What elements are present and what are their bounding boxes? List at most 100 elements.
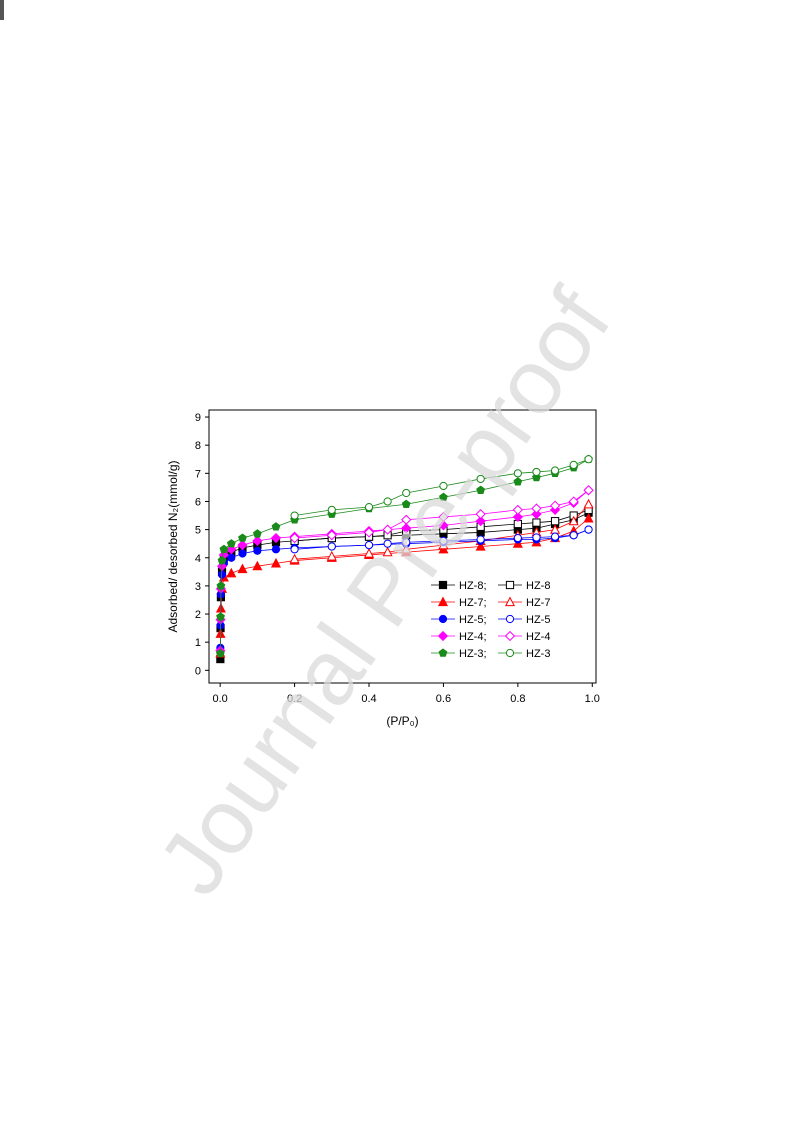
x-axis-label: (P/P₀) xyxy=(386,714,418,728)
data-point xyxy=(270,532,282,544)
data-point xyxy=(217,555,227,565)
y-tick-label: 2 xyxy=(195,609,201,621)
data-point xyxy=(216,612,225,621)
legend-marker xyxy=(505,580,515,590)
legend-marker xyxy=(504,630,516,642)
data-point xyxy=(238,533,247,542)
data-point xyxy=(226,539,236,548)
y-tick-label: 0 xyxy=(195,665,201,677)
data-point xyxy=(513,477,523,486)
y-tick-label: 6 xyxy=(195,496,201,508)
data-point xyxy=(569,531,578,540)
data-point xyxy=(363,527,375,538)
data-point xyxy=(252,560,263,571)
data-point xyxy=(476,535,485,544)
data-point xyxy=(364,502,374,512)
y-tick-label: 4 xyxy=(195,553,201,565)
data-point xyxy=(271,522,281,531)
data-point xyxy=(402,538,411,547)
legend-label: HZ-3; xyxy=(459,648,487,660)
data-point xyxy=(512,511,523,523)
data-point xyxy=(327,505,336,515)
y-tick-label: 5 xyxy=(195,525,201,537)
y-tick-label: 7 xyxy=(195,468,201,480)
watermark: Journal Pre-proof xyxy=(139,271,631,912)
data-point xyxy=(401,523,412,534)
legend-marker xyxy=(505,614,515,624)
data-point xyxy=(532,518,541,527)
legend-marker xyxy=(438,648,448,657)
legend-label: HZ-8 xyxy=(526,580,550,592)
legend-marker xyxy=(437,630,449,642)
data-point xyxy=(584,455,593,464)
data-point xyxy=(270,557,282,568)
legend-label: HZ-5; xyxy=(459,614,487,626)
data-point xyxy=(583,485,594,496)
legend-label: HZ-7 xyxy=(526,597,550,609)
data-point xyxy=(219,544,229,554)
legend-marker xyxy=(505,648,515,658)
data-point xyxy=(238,549,247,558)
legend-marker xyxy=(438,614,448,624)
data-point xyxy=(215,648,225,658)
series-line xyxy=(294,504,589,560)
data-point xyxy=(439,536,448,545)
data-point xyxy=(326,550,337,561)
legend-label: HZ-3 xyxy=(526,648,550,660)
data-point xyxy=(438,511,449,523)
data-point xyxy=(531,503,542,514)
data-point xyxy=(532,533,541,542)
data-point xyxy=(289,553,300,564)
data-point xyxy=(252,529,262,538)
data-point xyxy=(383,539,392,548)
data-point xyxy=(475,541,486,551)
data-point xyxy=(290,545,299,554)
legend-marker xyxy=(438,580,448,590)
data-point xyxy=(439,492,448,501)
data-point xyxy=(439,481,448,491)
data-point xyxy=(550,532,560,541)
x-tick-label: 0.4 xyxy=(361,693,376,705)
data-point xyxy=(568,515,579,526)
data-point xyxy=(326,530,337,541)
data-point xyxy=(401,543,412,554)
data-point xyxy=(289,532,300,544)
data-point xyxy=(476,485,486,494)
data-point xyxy=(227,553,236,562)
data-point xyxy=(584,525,593,534)
data-point xyxy=(512,504,523,516)
data-point xyxy=(569,460,578,469)
x-tick-label: 0.6 xyxy=(436,693,451,705)
x-tick-label: 0.8 xyxy=(510,693,525,705)
legend-label: HZ-4; xyxy=(459,631,487,643)
data-point xyxy=(363,548,375,558)
page-edge xyxy=(0,0,4,20)
data-point xyxy=(438,520,449,531)
legend-label: HZ-7; xyxy=(459,597,487,609)
data-point xyxy=(513,533,522,543)
data-point xyxy=(252,535,263,546)
data-point xyxy=(382,546,393,557)
x-tick-label: 0.0 xyxy=(213,693,228,705)
data-point xyxy=(550,517,560,526)
data-point xyxy=(568,496,579,507)
data-point xyxy=(531,509,542,520)
y-tick-label: 3 xyxy=(195,581,201,593)
data-point xyxy=(401,499,411,509)
y-tick-label: 9 xyxy=(195,412,201,424)
data-point xyxy=(382,524,393,535)
y-tick-label: 8 xyxy=(195,440,201,452)
data-point xyxy=(327,542,336,551)
data-point xyxy=(513,469,522,478)
data-point xyxy=(364,540,374,550)
data-point xyxy=(532,467,541,477)
data-point xyxy=(290,511,299,520)
x-tick-label: 0.2 xyxy=(287,693,302,705)
legend-label: HZ-8; xyxy=(459,580,487,592)
data-point xyxy=(402,488,411,498)
data-point xyxy=(253,546,262,555)
data-point xyxy=(476,474,485,484)
data-point xyxy=(549,500,561,511)
data-point xyxy=(271,545,281,554)
data-point xyxy=(383,497,392,506)
